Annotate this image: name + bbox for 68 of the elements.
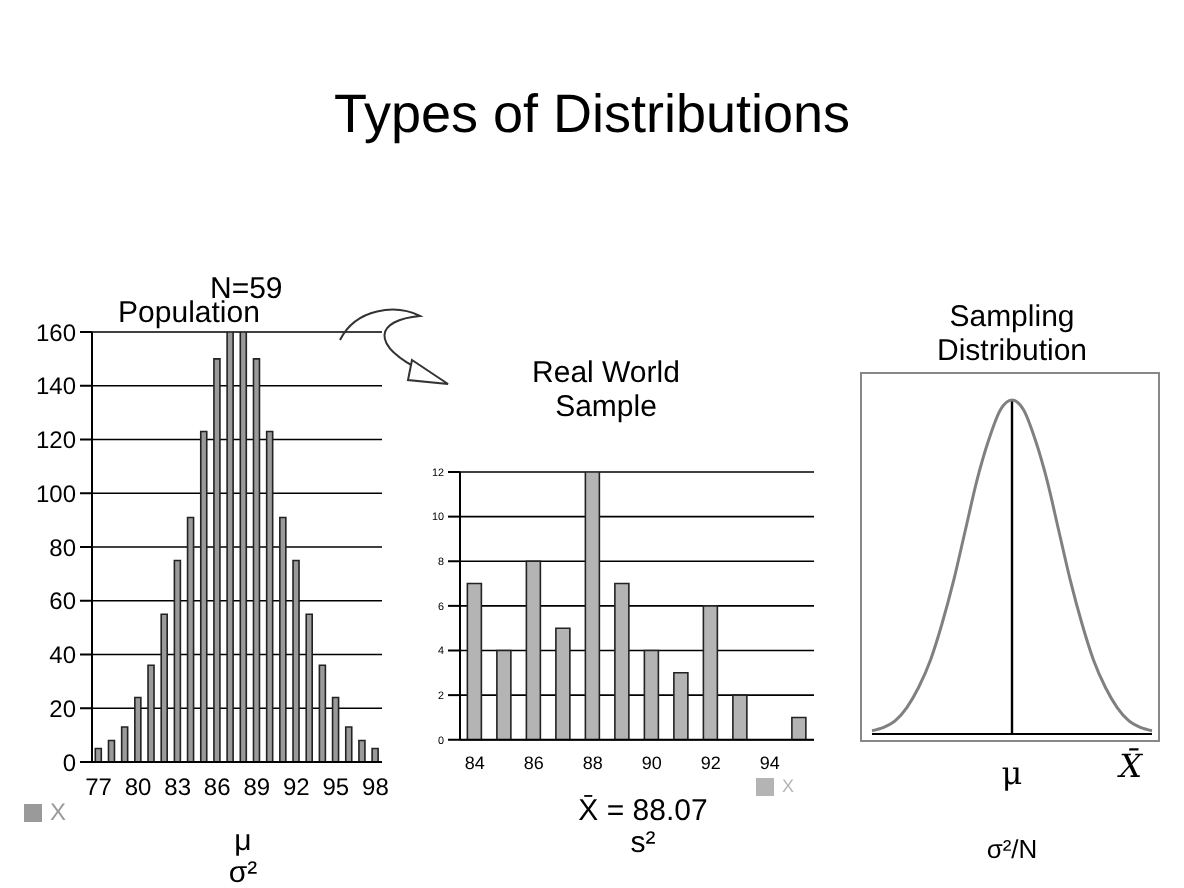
x-tick-label: 94 — [759, 752, 780, 773]
bar — [331, 696, 340, 762]
x-tick-label: 89 — [243, 773, 271, 802]
bar — [173, 559, 182, 762]
x-tick-label: 80 — [124, 773, 153, 802]
text: Types of Distributions — [331, 84, 853, 146]
x-tick-label: 86 — [203, 773, 232, 802]
bar — [702, 605, 719, 740]
y-tick-label: 80 — [49, 533, 77, 562]
x-tick-label: 88 — [582, 752, 603, 773]
bar — [643, 649, 660, 740]
x-tick-label: 92 — [282, 773, 311, 802]
bar — [292, 559, 300, 762]
text: μ — [232, 824, 254, 858]
chart-subtitle: Population — [118, 296, 260, 330]
y-tick-label: 40 — [49, 641, 77, 670]
bar — [134, 696, 142, 762]
text: s² — [628, 826, 658, 860]
y-tick-label: 20 — [49, 694, 77, 723]
bar — [199, 430, 208, 762]
bar — [252, 358, 261, 762]
x-tick-label: 84 — [464, 752, 485, 773]
y-tick-label: 140 — [35, 372, 77, 401]
bar — [732, 694, 748, 740]
legend-label: X — [781, 775, 794, 796]
chart-title: Real World Sample — [530, 356, 682, 424]
text: σ² — [226, 856, 260, 888]
bar — [673, 672, 689, 740]
chart-title: Sampling Distribution — [934, 300, 1090, 368]
text: σ²/N — [986, 834, 1038, 864]
y-tick-label: 160 — [35, 318, 77, 347]
bar — [239, 332, 248, 762]
y-tick-label: 100 — [35, 479, 77, 508]
bar — [318, 664, 327, 762]
bar — [614, 582, 630, 740]
text: X̄ = 88.07 — [576, 794, 710, 828]
bar — [305, 613, 313, 762]
bar — [496, 649, 512, 740]
x-tick-label: 95 — [322, 773, 350, 802]
bar — [213, 358, 221, 762]
x-tick-label: 77 — [85, 773, 113, 802]
x-axis-title: X̄ — [1115, 747, 1144, 786]
legend-label: X — [50, 798, 67, 826]
bar — [466, 582, 483, 740]
bar — [94, 747, 103, 762]
x-tick-label: 92 — [700, 752, 721, 773]
y-tick-label: 120 — [35, 426, 77, 455]
bar — [371, 747, 379, 762]
y-tick-label: 60 — [49, 587, 77, 616]
bar — [186, 516, 195, 762]
bar — [160, 613, 168, 762]
x-tick-label: 90 — [641, 752, 662, 773]
bar — [358, 739, 366, 762]
bar — [120, 726, 129, 762]
bar — [525, 560, 542, 740]
bar — [279, 516, 287, 762]
bar — [791, 716, 807, 740]
bar — [344, 726, 353, 762]
bar — [584, 472, 601, 740]
text: μ — [1001, 754, 1023, 792]
x-tick-label: 83 — [164, 773, 192, 802]
x-tick-label: 86 — [523, 752, 544, 773]
bar — [147, 664, 155, 762]
bar — [226, 332, 234, 762]
x-tick-label: 98 — [362, 773, 390, 802]
y-tick-label: 0 — [62, 748, 77, 777]
bar — [265, 430, 274, 762]
bar — [555, 627, 571, 740]
